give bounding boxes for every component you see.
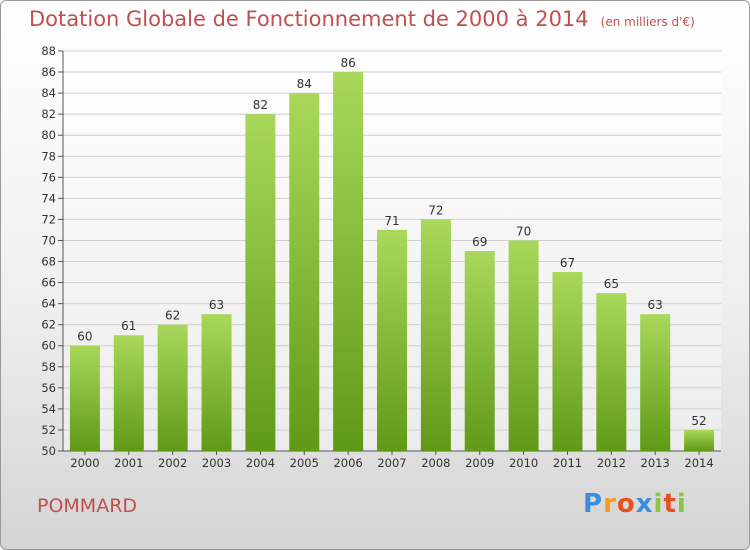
- logo-letter: i: [676, 489, 687, 519]
- bar-value-label: 62: [165, 309, 180, 323]
- y-tick-label: 60: [41, 339, 56, 353]
- chart-title-text: Dotation Globale de Fonctionnement de 20…: [29, 7, 589, 31]
- y-tick-label: 68: [41, 255, 56, 269]
- y-tick-label: 74: [41, 191, 56, 205]
- bar-value-label: 65: [604, 277, 619, 291]
- y-tick-label: 62: [41, 318, 56, 332]
- bar-value-label: 63: [209, 298, 224, 312]
- chart-title: Dotation Globale de Fonctionnement de 20…: [29, 7, 695, 31]
- x-tick-label: 2001: [114, 456, 143, 470]
- x-tick-label: 2003: [202, 456, 231, 470]
- y-tick-label: 86: [41, 65, 56, 79]
- y-tick-label: 78: [41, 149, 56, 163]
- y-tick-label: 50: [41, 444, 56, 458]
- y-tick-label: 58: [41, 360, 56, 374]
- bar-value-label: 69: [472, 235, 487, 249]
- bar-value-label: 72: [428, 203, 443, 217]
- logo-letter: t: [663, 489, 677, 519]
- bar: [684, 429, 715, 451]
- bar-value-label: 82: [253, 98, 268, 112]
- bar: [596, 293, 627, 451]
- x-tick-label: 2006: [333, 456, 362, 470]
- bar-value-label: 60: [77, 330, 92, 344]
- bar: [420, 219, 451, 451]
- bar: [508, 240, 539, 451]
- x-tick-label: 2010: [509, 456, 538, 470]
- logo-letter: i: [653, 489, 664, 519]
- bar-value-label: 67: [560, 256, 575, 270]
- bar: [157, 324, 188, 451]
- x-tick-label: 2014: [684, 456, 713, 470]
- y-tick-label: 76: [41, 170, 56, 184]
- y-tick-label: 88: [41, 44, 56, 58]
- bar: [377, 229, 407, 451]
- bar: [289, 93, 320, 452]
- logo-letter: o: [616, 489, 636, 519]
- y-tick-label: 80: [41, 128, 56, 142]
- y-tick-label: 52: [41, 423, 56, 437]
- y-tick-label: 56: [41, 381, 56, 395]
- bar: [69, 345, 100, 451]
- bar: [245, 114, 276, 451]
- bar-value-label: 84: [297, 77, 312, 91]
- bar: [552, 272, 583, 451]
- x-tick-label: 2007: [377, 456, 406, 470]
- y-tick-label: 66: [41, 276, 56, 290]
- x-tick-label: 2009: [465, 456, 494, 470]
- y-tick-label: 70: [41, 233, 56, 247]
- x-tick-label: 2013: [641, 456, 670, 470]
- y-tick-label: 84: [41, 86, 56, 100]
- bar: [640, 314, 671, 451]
- x-tick-label: 2002: [158, 456, 187, 470]
- bar-value-label: 70: [516, 224, 531, 238]
- unit-note: (en milliers d'€): [600, 15, 695, 29]
- bar: [333, 72, 364, 451]
- x-tick-label: 2000: [70, 456, 99, 470]
- x-tick-label: 2011: [553, 456, 582, 470]
- y-tick-label: 72: [41, 212, 56, 226]
- x-tick-label: 2012: [597, 456, 626, 470]
- bar: [464, 251, 495, 451]
- bar-value-label: 63: [648, 298, 663, 312]
- y-tick-label: 64: [41, 297, 56, 311]
- bar-value-label: 61: [121, 319, 136, 333]
- x-tick-label: 2004: [246, 456, 275, 470]
- logo-letter: P: [583, 489, 604, 519]
- bar: [113, 335, 144, 451]
- x-tick-label: 2005: [290, 456, 319, 470]
- logo-letter: r: [603, 489, 617, 519]
- y-tick-label: 82: [41, 107, 56, 121]
- bar: [201, 314, 232, 451]
- bar-value-label: 71: [384, 214, 399, 228]
- bar-value-label: 52: [691, 414, 706, 428]
- bar-value-label: 86: [340, 56, 355, 70]
- y-tick-label: 54: [41, 402, 56, 416]
- logo-letter: x: [635, 489, 654, 519]
- commune-name: POMMARD: [37, 495, 138, 517]
- proxiti-logo[interactable]: Proxiti: [583, 489, 687, 519]
- x-tick-label: 2008: [421, 456, 450, 470]
